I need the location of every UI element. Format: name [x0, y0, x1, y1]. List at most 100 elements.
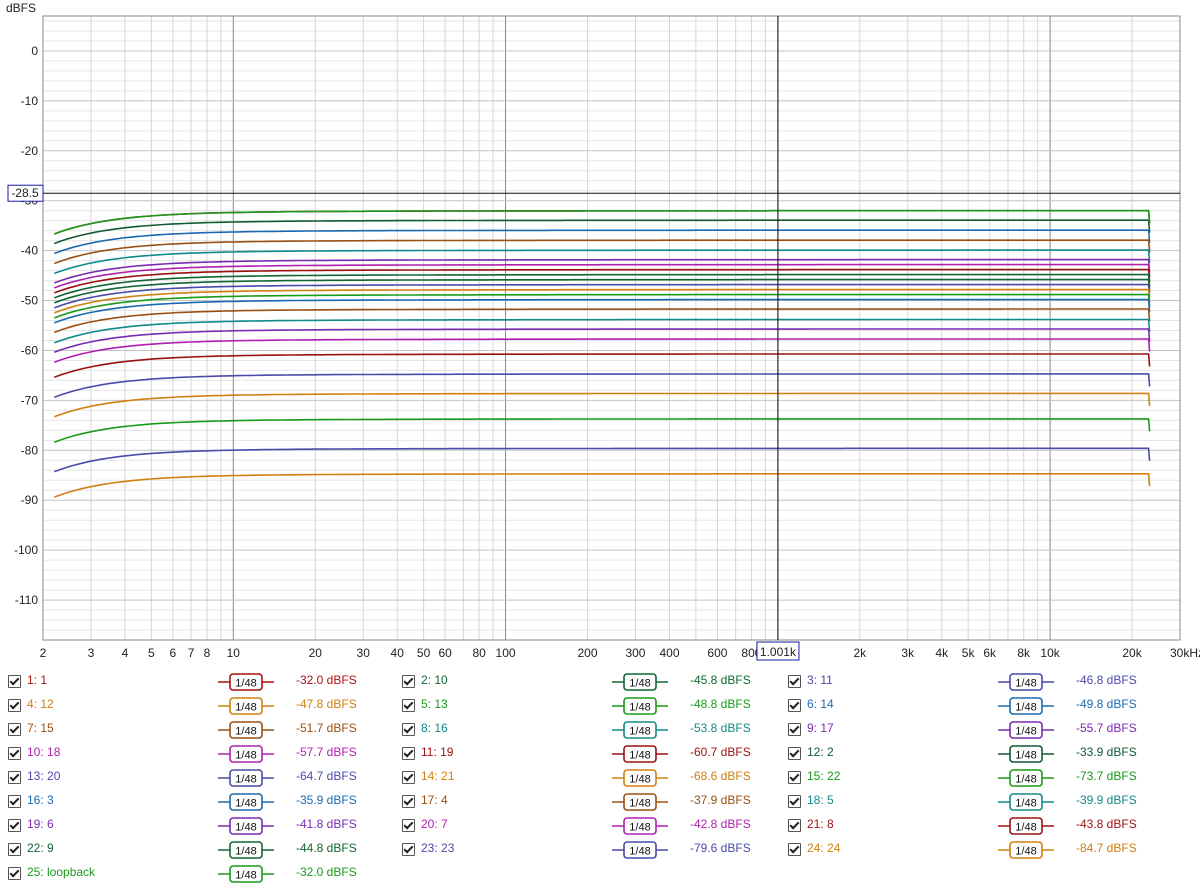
x-tick-label: 7 [188, 646, 195, 660]
x-tick-label: 6 [170, 646, 177, 660]
legend-entry: 24: 24 1/48 -84.7 dBFS [780, 838, 1170, 862]
legend-smoothing-icon[interactable]: 1/48 [612, 792, 668, 812]
legend-entry: 21: 8 1/48 -43.8 dBFS [780, 814, 1170, 838]
legend-smoothing-icon[interactable]: 1/48 [218, 696, 274, 716]
legend-smoothing-icon[interactable]: 1/48 [998, 744, 1054, 764]
legend-checkbox[interactable] [402, 747, 415, 760]
legend-checkbox[interactable] [402, 675, 415, 688]
legend-series-name: 18: 5 [807, 793, 834, 807]
y-tick-label: -90 [21, 493, 39, 507]
x-tick-label: 4k [935, 646, 949, 660]
legend-entry: 5: 13 1/48 -48.8 dBFS [394, 694, 784, 718]
legend-entry: 4: 12 1/48 -47.8 dBFS [0, 694, 390, 718]
legend-smoothing-label: 1/48 [629, 702, 650, 714]
legend-series-name: 14: 21 [421, 769, 455, 783]
legend-smoothing-label: 1/48 [629, 798, 650, 810]
legend-smoothing-label: 1/48 [235, 798, 256, 810]
legend-series-name: 6: 14 [807, 697, 834, 711]
legend-checkbox[interactable] [8, 675, 21, 688]
legend-entry: 16: 3 1/48 -35.9 dBFS [0, 790, 390, 814]
legend-smoothing-icon[interactable]: 1/48 [612, 816, 668, 836]
legend-smoothing-label: 1/48 [1015, 822, 1036, 834]
legend-smoothing-icon[interactable]: 1/48 [998, 768, 1054, 788]
legend-smoothing-label: 1/48 [629, 678, 650, 690]
legend-smoothing-icon[interactable]: 1/48 [218, 672, 274, 692]
y-axis-label: dBFS [6, 1, 36, 15]
legend-value: -32.0 dBFS [296, 673, 357, 687]
legend-series-name: 17: 4 [421, 793, 448, 807]
legend-checkbox[interactable] [8, 723, 21, 736]
x-tick-label: 2k [853, 646, 867, 660]
series-line [54, 328, 1151, 354]
grid-minor [42, 16, 1181, 640]
legend-smoothing-icon[interactable]: 1/48 [998, 720, 1054, 740]
cursor[interactable]: -28.5 1.001k [7, 16, 1180, 661]
legend-smoothing-icon[interactable]: 1/48 [612, 696, 668, 716]
legend-smoothing-icon[interactable]: 1/48 [612, 840, 668, 860]
legend-smoothing-icon[interactable]: 1/48 [998, 672, 1054, 692]
legend-checkbox[interactable] [402, 795, 415, 808]
legend-smoothing-icon[interactable]: 1/48 [218, 768, 274, 788]
legend-checkbox[interactable] [8, 843, 21, 856]
x-tick-label: 3k [901, 646, 915, 660]
legend-checkbox[interactable] [8, 819, 21, 832]
legend-checkbox[interactable] [402, 723, 415, 736]
legend-smoothing-icon[interactable]: 1/48 [218, 792, 274, 812]
legend-smoothing-icon[interactable]: 1/48 [218, 840, 274, 860]
legend-value: -46.8 dBFS [1076, 673, 1137, 687]
legend-smoothing-icon[interactable]: 1/48 [218, 816, 274, 836]
y-tick-label: -10 [21, 94, 39, 108]
legend-checkbox[interactable] [788, 675, 801, 688]
legend-smoothing-icon[interactable]: 1/48 [612, 744, 668, 764]
legend-series-name: 9: 17 [807, 721, 834, 735]
series-line [54, 373, 1151, 399]
legend-entry: 8: 16 1/48 -53.8 dBFS [394, 718, 784, 742]
legend-checkbox[interactable] [788, 699, 801, 712]
x-tick-label: 600 [707, 646, 727, 660]
legend-checkbox[interactable] [402, 699, 415, 712]
legend-checkbox[interactable] [788, 843, 801, 856]
legend-value: -44.8 dBFS [296, 841, 357, 855]
frequency-response-plot[interactable]: 0-10-20-30-40-50-60-70-80-90-100-110 234… [0, 0, 1200, 670]
legend-checkbox[interactable] [8, 699, 21, 712]
legend-smoothing-icon[interactable]: 1/48 [218, 744, 274, 764]
plot-frame [42, 15, 1181, 641]
series-line [54, 392, 1151, 418]
series-line [54, 209, 1151, 235]
legend-checkbox[interactable] [402, 843, 415, 856]
legend-series-name: 10: 18 [27, 745, 61, 759]
legend-checkbox[interactable] [8, 747, 21, 760]
x-tick-label: 2 [40, 646, 47, 660]
legend-value: -35.9 dBFS [296, 793, 357, 807]
legend-checkbox[interactable] [788, 747, 801, 760]
legend-smoothing-icon[interactable]: 1/48 [218, 720, 274, 740]
legend-checkbox[interactable] [402, 771, 415, 784]
legend-checkbox[interactable] [8, 795, 21, 808]
series-line [54, 263, 1151, 289]
legend-checkbox[interactable] [402, 819, 415, 832]
legend-smoothing-icon[interactable]: 1/48 [612, 720, 668, 740]
legend-smoothing-label: 1/48 [1015, 798, 1036, 810]
legend-value: -53.8 dBFS [690, 721, 751, 735]
legend-smoothing-icon[interactable]: 1/48 [612, 768, 668, 788]
legend-smoothing-icon[interactable]: 1/48 [998, 696, 1054, 716]
legend-checkbox[interactable] [788, 723, 801, 736]
legend-smoothing-icon[interactable]: 1/48 [612, 672, 668, 692]
legend-checkbox[interactable] [8, 867, 21, 880]
legend-series-name: 21: 8 [807, 817, 834, 831]
legend-smoothing-icon[interactable]: 1/48 [998, 792, 1054, 812]
legend-checkbox[interactable] [788, 771, 801, 784]
legend-checkbox[interactable] [8, 771, 21, 784]
y-tick-label: -60 [21, 343, 39, 357]
legend-checkbox[interactable] [788, 795, 801, 808]
legend-smoothing-icon[interactable]: 1/48 [998, 840, 1054, 860]
legend-value: -39.9 dBFS [1076, 793, 1137, 807]
legend-smoothing-label: 1/48 [629, 726, 650, 738]
legend-checkbox[interactable] [788, 819, 801, 832]
legend-smoothing-icon[interactable]: 1/48 [998, 816, 1054, 836]
legend-entry: 25: loopback 1/48 -32.0 dBFS [0, 862, 390, 886]
legend-smoothing-icon[interactable]: 1/48 [218, 864, 274, 884]
legend-entry: 6: 14 1/48 -49.8 dBFS [780, 694, 1170, 718]
series-line [54, 239, 1151, 265]
series-line [54, 268, 1151, 294]
